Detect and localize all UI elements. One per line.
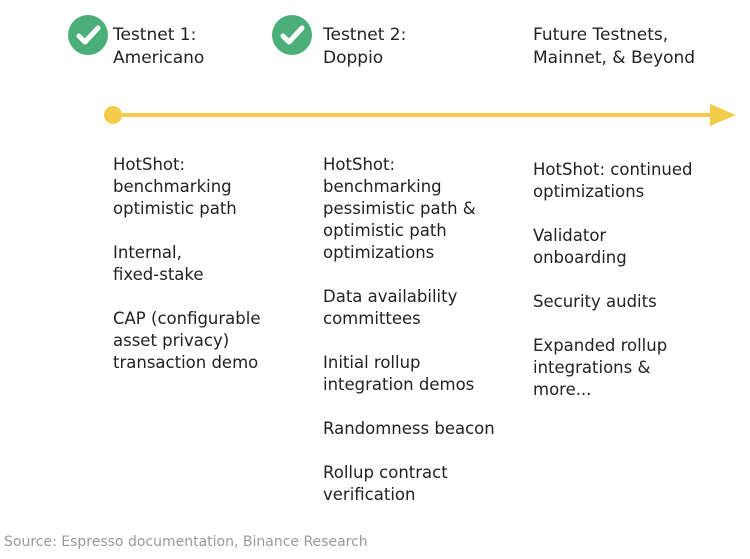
list-item: Rollup contract verification [323,463,448,504]
list-item: Expanded rollup integrations & more... [533,336,668,399]
list-item: Security audits [533,292,657,311]
list-item: Validator onboarding [533,226,627,267]
check-circle-icon [272,15,312,55]
milestone-items: HotShot: benchmarking optimistic path In… [113,154,261,396]
list-item: HotShot: benchmarking pessimistic path &… [323,155,476,262]
check-circle-icon [68,15,108,55]
milestone-title: Testnet 2: Doppio [323,25,407,68]
source-note: Source: Espresso documentation, Binance … [4,534,368,550]
timeline-start-dot [104,106,122,124]
list-item: HotShot: benchmarking optimistic path [113,155,237,218]
milestone-items: HotShot: benchmarking pessimistic path &… [323,154,495,528]
list-item: Initial rollup integration demos [323,353,475,394]
list-item: Internal, fixed-stake [113,243,204,284]
arrow-head-icon [710,104,736,126]
milestone-items: HotShot: continued optimizations Validat… [533,159,693,423]
milestone-title: Testnet 1: Americano [113,25,205,68]
list-item: CAP (configurable asset privacy) transac… [113,309,261,372]
list-item: Data availability committees [323,287,458,328]
milestone-title: Future Testnets, Mainnet, & Beyond [533,25,696,68]
list-item: Randomness beacon [323,419,495,438]
list-item: HotShot: continued optimizations [533,160,693,201]
